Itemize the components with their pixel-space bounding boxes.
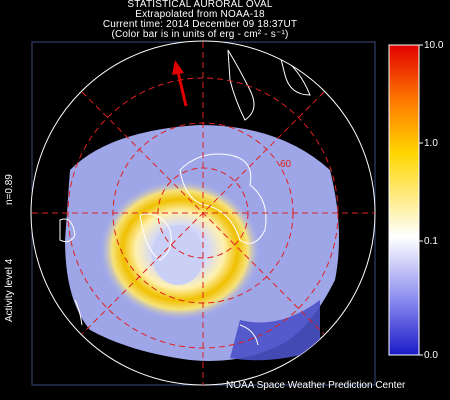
colorbar-tick-01: 0.1 [424,236,438,247]
n-value: n=0.89 [4,174,15,205]
coastline-north [227,49,255,121]
title-block: STATISTICAL AURORAL OVAL Extrapolated fr… [40,0,360,40]
coastline-islands [139,213,172,261]
subtitle-source: Extrapolated from NOAA-18 [135,9,265,20]
colorbar-tick-1: 1.0 [424,138,438,149]
activity-level: Activity level 4 [4,258,15,322]
polar-cap [152,225,204,285]
colorbar-tick-min: 0.0 [424,350,438,361]
colorbar [388,44,420,356]
coastlines [59,49,311,346]
coastline-west [59,218,76,243]
low-intensity-patch [230,300,320,361]
colorbar-units: (Color bar is in units of erg - cm² - s⁻… [111,29,289,40]
meridian-diag-2 [81,91,325,335]
title: STATISTICAL AURORAL OVAL [127,0,273,10]
meridian-grid [32,42,375,385]
coastline-southwest [74,299,83,326]
colorbar-tick-max: 10.0 [424,40,444,51]
colorbar-ticks [419,44,423,356]
coastline-south [239,324,259,346]
latitude-label: 60 [280,159,292,170]
credit: NOAA Space Weather Prediction Center [226,380,406,391]
coastline-greenland [179,153,267,244]
sun-direction-arrow-icon [172,60,188,107]
current-time: Current time: 2014 December 09 18:37UT [102,19,298,30]
